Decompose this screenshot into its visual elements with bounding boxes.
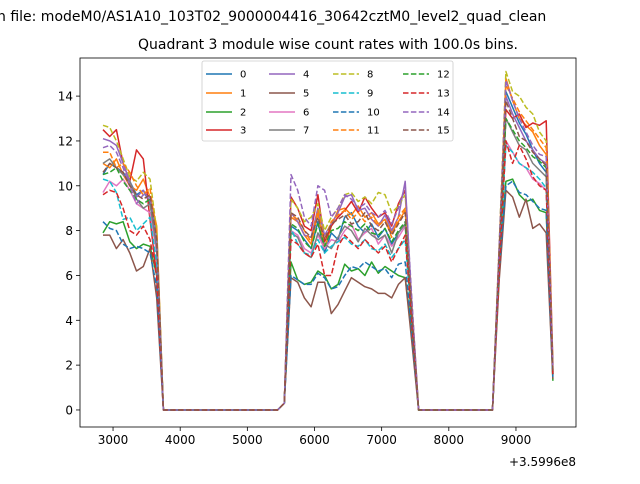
legend-label-0: 0 — [240, 70, 246, 81]
y-tick-label: 14 — [58, 90, 73, 104]
legend-label-6: 6 — [303, 108, 309, 119]
figure-suptitle: n file: modeM0/AS1A10_103T02_9000004416_… — [0, 9, 546, 25]
x-tick-label: 6000 — [299, 433, 330, 447]
y-tick-label: 12 — [58, 134, 73, 148]
legend-label-1: 1 — [240, 89, 246, 100]
axes-frame — [79, 57, 577, 428]
x-tick-label: 5000 — [232, 433, 263, 447]
legend-frame — [201, 60, 454, 142]
legend-label-13: 13 — [437, 89, 450, 100]
legend-label-4: 4 — [303, 70, 309, 81]
legend-label-10: 10 — [367, 108, 380, 119]
x-tick-label: 9000 — [501, 433, 532, 447]
y-tick-label: 2 — [65, 359, 73, 373]
legend-label-12: 12 — [437, 70, 450, 81]
y-tick-label: 10 — [58, 179, 73, 193]
y-tick-label: 0 — [65, 403, 73, 417]
y-axis: 0 2 4 6 8 10 12 14 — [58, 90, 80, 417]
y-tick-label: 8 — [65, 224, 73, 238]
series-line-14 — [102, 79, 554, 411]
legend-label-3: 3 — [240, 126, 246, 137]
x-tick-label: 3000 — [98, 433, 129, 447]
legend-label-7: 7 — [303, 126, 309, 137]
legend-label-9: 9 — [367, 89, 373, 100]
legend-label-14: 14 — [437, 108, 450, 119]
y-tick-label: 6 — [65, 269, 73, 283]
legend-label-8: 8 — [367, 70, 373, 81]
chart-title: Quadrant 3 module wise count rates with … — [138, 37, 518, 53]
x-offset-label: +3.5996e8 — [509, 455, 576, 469]
legend-label-11: 11 — [367, 126, 380, 137]
x-tick-label: 8000 — [434, 433, 465, 447]
series-layer — [102, 70, 554, 411]
y-tick-label: 4 — [65, 314, 73, 328]
legend-label-5: 5 — [303, 89, 309, 100]
x-tick-label: 7000 — [366, 433, 397, 447]
series-line-11 — [103, 84, 554, 411]
legend-label-15: 15 — [437, 126, 450, 137]
legend-label-2: 2 — [240, 108, 246, 119]
x-axis: 3000 4000 5000 6000 7000 8000 9000 — [98, 427, 531, 447]
x-tick-label: 4000 — [165, 433, 196, 447]
